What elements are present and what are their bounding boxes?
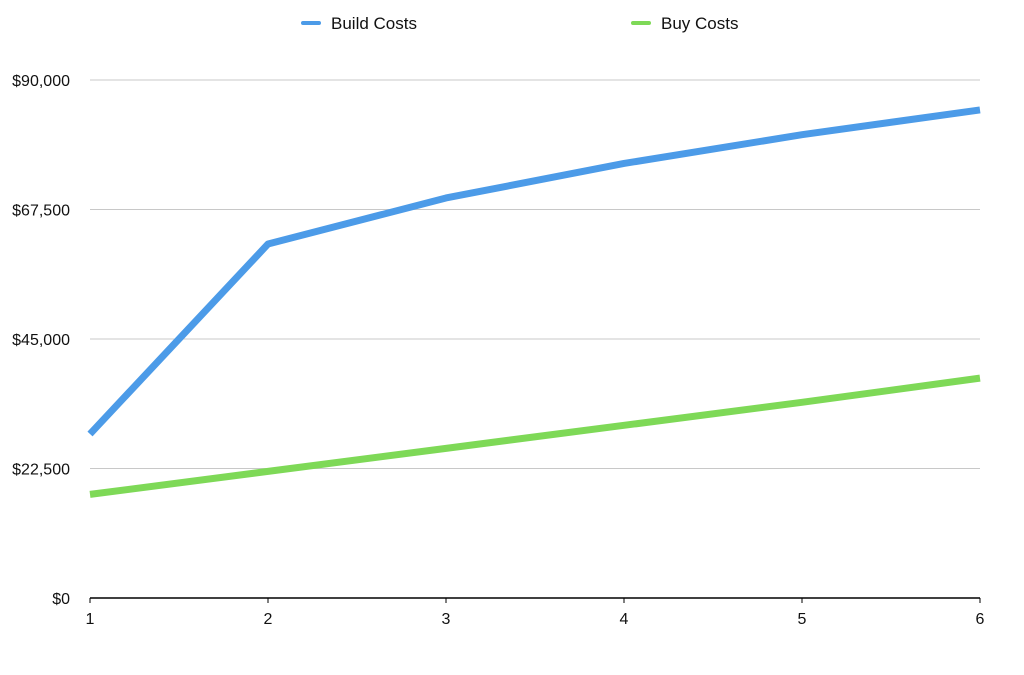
series-lines bbox=[87, 106, 981, 498]
axes: $0 $22,500 $45,000 $67,500 $90,000 1 2 3 4 5 6 bbox=[12, 73, 984, 628]
x-tick-label: 2 bbox=[264, 611, 273, 628]
legend-item: Build Costs bbox=[301, 14, 417, 33]
legend-label: Build Costs bbox=[331, 14, 417, 33]
x-tick-label: 1 bbox=[86, 611, 95, 628]
x-tick-label: 6 bbox=[976, 611, 985, 628]
y-tick-label: $0 bbox=[52, 591, 70, 608]
x-tick-label: 5 bbox=[798, 611, 807, 628]
y-tick-label: $67,500 bbox=[12, 203, 70, 220]
y-tick-label: $22,500 bbox=[12, 462, 70, 479]
x-tick-label: 4 bbox=[620, 611, 629, 628]
y-tick-label: $45,000 bbox=[12, 332, 70, 349]
gridlines bbox=[90, 79, 980, 469]
series-line-buy-costs bbox=[89, 374, 981, 498]
legend-item: Buy Costs bbox=[631, 14, 738, 33]
series-line-build-costs bbox=[87, 106, 981, 437]
x-tick-label: 3 bbox=[442, 611, 451, 628]
legend-label: Buy Costs bbox=[661, 14, 738, 33]
y-tick-label: $90,000 bbox=[12, 73, 70, 90]
legend: Build Costs Buy Costs bbox=[301, 14, 738, 33]
